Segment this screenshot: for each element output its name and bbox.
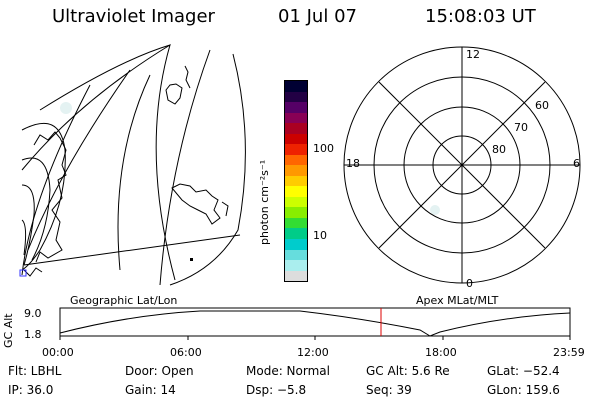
timeline-xtick-1200: 12:00 xyxy=(297,346,329,359)
glat-status: GLat: −52.4 xyxy=(487,364,560,378)
timeline-ytick-9: 9.0 xyxy=(24,307,42,320)
colorbar-band xyxy=(285,81,307,92)
colorbar-band xyxy=(285,91,307,103)
colorbar-band xyxy=(285,228,307,239)
date-label: 01 Jul 07 xyxy=(278,6,357,27)
filter-status: Flt: LBHL xyxy=(8,364,62,378)
timeline-right-caption: Apex MLat/MLT xyxy=(416,294,499,307)
mode-status: Mode: Normal xyxy=(246,364,330,378)
ip-status: IP: 36.0 xyxy=(8,383,54,397)
colorbar-band xyxy=(285,196,307,208)
mlt-label-6: 6 xyxy=(573,157,580,170)
lat-label-60: 60 xyxy=(535,99,549,112)
colorbar-band xyxy=(285,144,307,155)
seq-status: Seq: 39 xyxy=(366,383,412,397)
altitude-curve xyxy=(59,310,571,337)
timeline-xtick-2359: 23:59 xyxy=(553,346,585,359)
dsp-status: Dsp: −5.8 xyxy=(246,383,307,397)
colorbar-band xyxy=(285,133,307,145)
colorbar-band xyxy=(285,154,307,166)
timeline-left-caption: Geographic Lat/Lon xyxy=(70,294,178,307)
timeline-xtick-0600: 06:00 xyxy=(170,346,202,359)
timeline-xtick-1800: 18:00 xyxy=(425,346,457,359)
colorbar-band xyxy=(285,238,307,250)
colorbar-band xyxy=(285,186,307,197)
colorbar-tick-100: 100 xyxy=(313,142,334,155)
instrument-title: Ultraviolet Imager xyxy=(52,6,215,27)
gc-alt-status: GC Alt: 5.6 Re xyxy=(366,364,450,378)
lat-label-80: 80 xyxy=(492,143,506,156)
colorbar-band xyxy=(285,112,307,124)
time-label: 15:08:03 UT xyxy=(425,6,536,27)
mlt-label-12: 12 xyxy=(466,48,480,61)
glon-status: GLon: 159.6 xyxy=(487,383,560,397)
lat-label-70: 70 xyxy=(514,121,528,134)
mlt-label-0: 0 xyxy=(466,277,473,290)
timeline-frame xyxy=(59,307,571,337)
colorbar-band xyxy=(285,165,307,176)
colorbar-band xyxy=(285,260,307,271)
colorbar-band xyxy=(285,270,307,282)
timeline-ytick-1.8: 1.8 xyxy=(24,328,42,341)
colorbar-band xyxy=(285,102,307,113)
mlt-label-18: 18 xyxy=(346,157,360,170)
colorbar-band xyxy=(285,175,307,187)
colorbar xyxy=(284,80,308,282)
colorbar-band xyxy=(285,207,307,218)
gain-status: Gain: 14 xyxy=(125,383,176,397)
door-status: Door: Open xyxy=(125,364,194,378)
colorbar-band xyxy=(285,217,307,229)
colorbar-band xyxy=(285,123,307,134)
colorbar-tick-10: 10 xyxy=(313,229,327,242)
timeline-xtick-0000: 00:00 xyxy=(42,346,74,359)
colorbar-band xyxy=(285,249,307,261)
